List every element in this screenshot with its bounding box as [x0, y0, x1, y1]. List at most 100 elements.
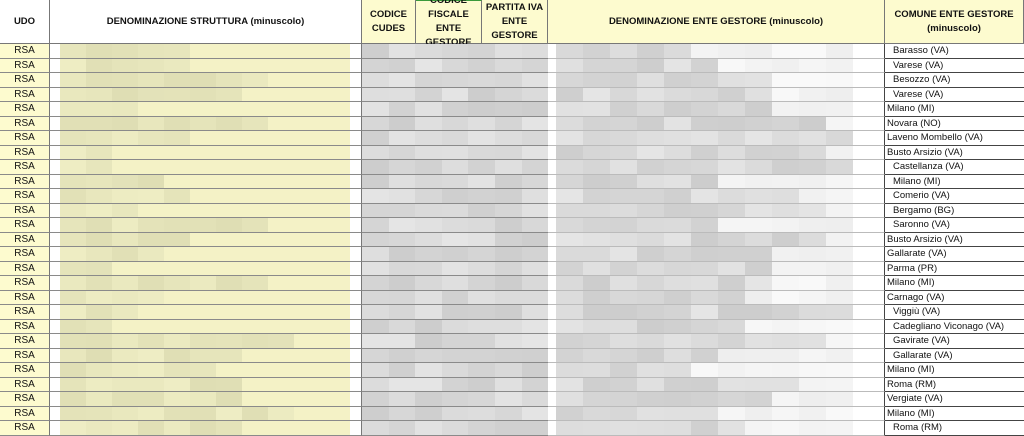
udo-cell[interactable]: RSA [0, 218, 50, 233]
denominazione-ente-cell[interactable] [548, 319, 885, 334]
codici-cell[interactable] [362, 145, 548, 160]
denominazione-ente-cell[interactable] [548, 232, 885, 247]
denominazione-struttura-cell[interactable] [50, 44, 362, 59]
comune-ente-cell[interactable]: Gallarate (VA) [885, 247, 1024, 262]
codici-cell[interactable] [362, 44, 548, 59]
udo-cell[interactable]: RSA [0, 73, 50, 88]
denominazione-struttura-cell[interactable] [50, 406, 362, 421]
denominazione-ente-cell[interactable] [548, 116, 885, 131]
denominazione-ente-cell[interactable] [548, 247, 885, 262]
comune-ente-cell[interactable]: Vergiate (VA) [885, 392, 1024, 407]
udo-cell[interactable]: RSA [0, 131, 50, 146]
comune-ente-cell[interactable]: Novara (NO) [885, 117, 1024, 131]
comune-ente-cell[interactable]: Roma (RM) [885, 421, 1024, 436]
denominazione-struttura-cell[interactable] [50, 290, 362, 305]
header-partita-iva[interactable]: PARTITA IVA ENTE GESTORE [482, 0, 548, 44]
header-udo[interactable]: UDO [0, 0, 50, 44]
codici-cell[interactable] [362, 290, 548, 305]
codici-cell[interactable] [362, 406, 548, 421]
denominazione-ente-cell[interactable] [548, 290, 885, 305]
comune-ente-cell[interactable]: Milano (MI) [885, 363, 1024, 378]
denominazione-ente-cell[interactable] [548, 87, 885, 102]
codici-cell[interactable] [362, 58, 548, 73]
codici-cell[interactable] [362, 116, 548, 131]
denominazione-struttura-cell[interactable] [50, 102, 362, 117]
denominazione-struttura-cell[interactable] [50, 261, 362, 276]
comune-ente-cell[interactable]: Milano (MI) [885, 102, 1024, 117]
denominazione-struttura-cell[interactable] [50, 189, 362, 204]
denominazione-ente-cell[interactable] [548, 348, 885, 363]
codici-cell[interactable] [362, 421, 548, 436]
denominazione-struttura-cell[interactable] [50, 319, 362, 334]
header-codice-fiscale[interactable]: CODICE FISCALE ENTE GESTORE [416, 0, 482, 48]
comune-ente-cell[interactable]: Milano (MI) [885, 175, 1024, 189]
denominazione-ente-cell[interactable] [548, 160, 885, 175]
comune-ente-cell[interactable]: Cadegliano Viconago (VA) [885, 320, 1024, 334]
udo-cell[interactable]: RSA [0, 160, 50, 175]
codici-cell[interactable] [362, 348, 548, 363]
codici-cell[interactable] [362, 218, 548, 233]
denominazione-ente-cell[interactable] [548, 189, 885, 204]
comune-ente-cell[interactable]: Busto Arsizio (VA) [885, 233, 1024, 247]
udo-cell[interactable]: RSA [0, 116, 50, 131]
codici-cell[interactable] [362, 160, 548, 175]
denominazione-ente-cell[interactable] [548, 131, 885, 146]
header-denominazione-struttura[interactable]: DENOMINAZIONE STRUTTURA (minuscolo) [50, 0, 362, 44]
denominazione-ente-cell[interactable] [548, 44, 885, 59]
denominazione-struttura-cell[interactable] [50, 116, 362, 131]
denominazione-ente-cell[interactable] [548, 174, 885, 189]
comune-ente-cell[interactable]: Comerio (VA) [885, 189, 1024, 204]
udo-cell[interactable]: RSA [0, 363, 50, 378]
comune-ente-cell[interactable]: Milano (MI) [885, 276, 1024, 291]
udo-cell[interactable]: RSA [0, 421, 50, 436]
denominazione-struttura-cell[interactable] [50, 421, 362, 436]
denominazione-ente-cell[interactable] [548, 218, 885, 233]
denominazione-struttura-cell[interactable] [50, 218, 362, 233]
udo-cell[interactable]: RSA [0, 276, 50, 291]
codici-cell[interactable] [362, 392, 548, 407]
udo-cell[interactable]: RSA [0, 145, 50, 160]
comune-ente-cell[interactable]: Roma (RM) [885, 378, 1024, 392]
denominazione-ente-cell[interactable] [548, 58, 885, 73]
codici-cell[interactable] [362, 247, 548, 262]
codici-cell[interactable] [362, 334, 548, 349]
denominazione-ente-cell[interactable] [548, 145, 885, 160]
codici-cell[interactable] [362, 319, 548, 334]
denominazione-ente-cell[interactable] [548, 363, 885, 378]
udo-cell[interactable]: RSA [0, 189, 50, 204]
udo-cell[interactable]: RSA [0, 102, 50, 117]
udo-cell[interactable]: RSA [0, 392, 50, 407]
codici-cell[interactable] [362, 189, 548, 204]
denominazione-ente-cell[interactable] [548, 377, 885, 392]
denominazione-struttura-cell[interactable] [50, 232, 362, 247]
codici-cell[interactable] [362, 261, 548, 276]
udo-cell[interactable]: RSA [0, 334, 50, 349]
denominazione-ente-cell[interactable] [548, 421, 885, 436]
header-comune-ente[interactable]: COMUNE ENTE GESTORE (minuscolo) [885, 0, 1024, 44]
udo-cell[interactable]: RSA [0, 247, 50, 262]
header-denominazione-ente[interactable]: DENOMINAZIONE ENTE GESTORE (minuscolo) [548, 0, 885, 44]
comune-ente-cell[interactable]: Milano (MI) [885, 407, 1024, 421]
udo-cell[interactable]: RSA [0, 377, 50, 392]
codici-cell[interactable] [362, 87, 548, 102]
denominazione-ente-cell[interactable] [548, 73, 885, 88]
codici-cell[interactable] [362, 377, 548, 392]
denominazione-struttura-cell[interactable] [50, 145, 362, 160]
denominazione-ente-cell[interactable] [548, 203, 885, 218]
codici-cell[interactable] [362, 73, 548, 88]
denominazione-struttura-cell[interactable] [50, 392, 362, 407]
comune-ente-cell[interactable]: Laveno Mombello (VA) [885, 131, 1024, 146]
denominazione-ente-cell[interactable] [548, 334, 885, 349]
codici-cell[interactable] [362, 203, 548, 218]
udo-cell[interactable]: RSA [0, 406, 50, 421]
denominazione-struttura-cell[interactable] [50, 363, 362, 378]
denominazione-struttura-cell[interactable] [50, 131, 362, 146]
header-codice-cudes[interactable]: CODICE CUDES [362, 0, 416, 44]
comune-ente-cell[interactable]: Varese (VA) [885, 88, 1024, 102]
comune-ente-cell[interactable]: Parma (PR) [885, 262, 1024, 276]
denominazione-struttura-cell[interactable] [50, 334, 362, 349]
denominazione-struttura-cell[interactable] [50, 58, 362, 73]
comune-ente-cell[interactable]: Barasso (VA) [885, 44, 1024, 59]
udo-cell[interactable]: RSA [0, 232, 50, 247]
denominazione-struttura-cell[interactable] [50, 87, 362, 102]
